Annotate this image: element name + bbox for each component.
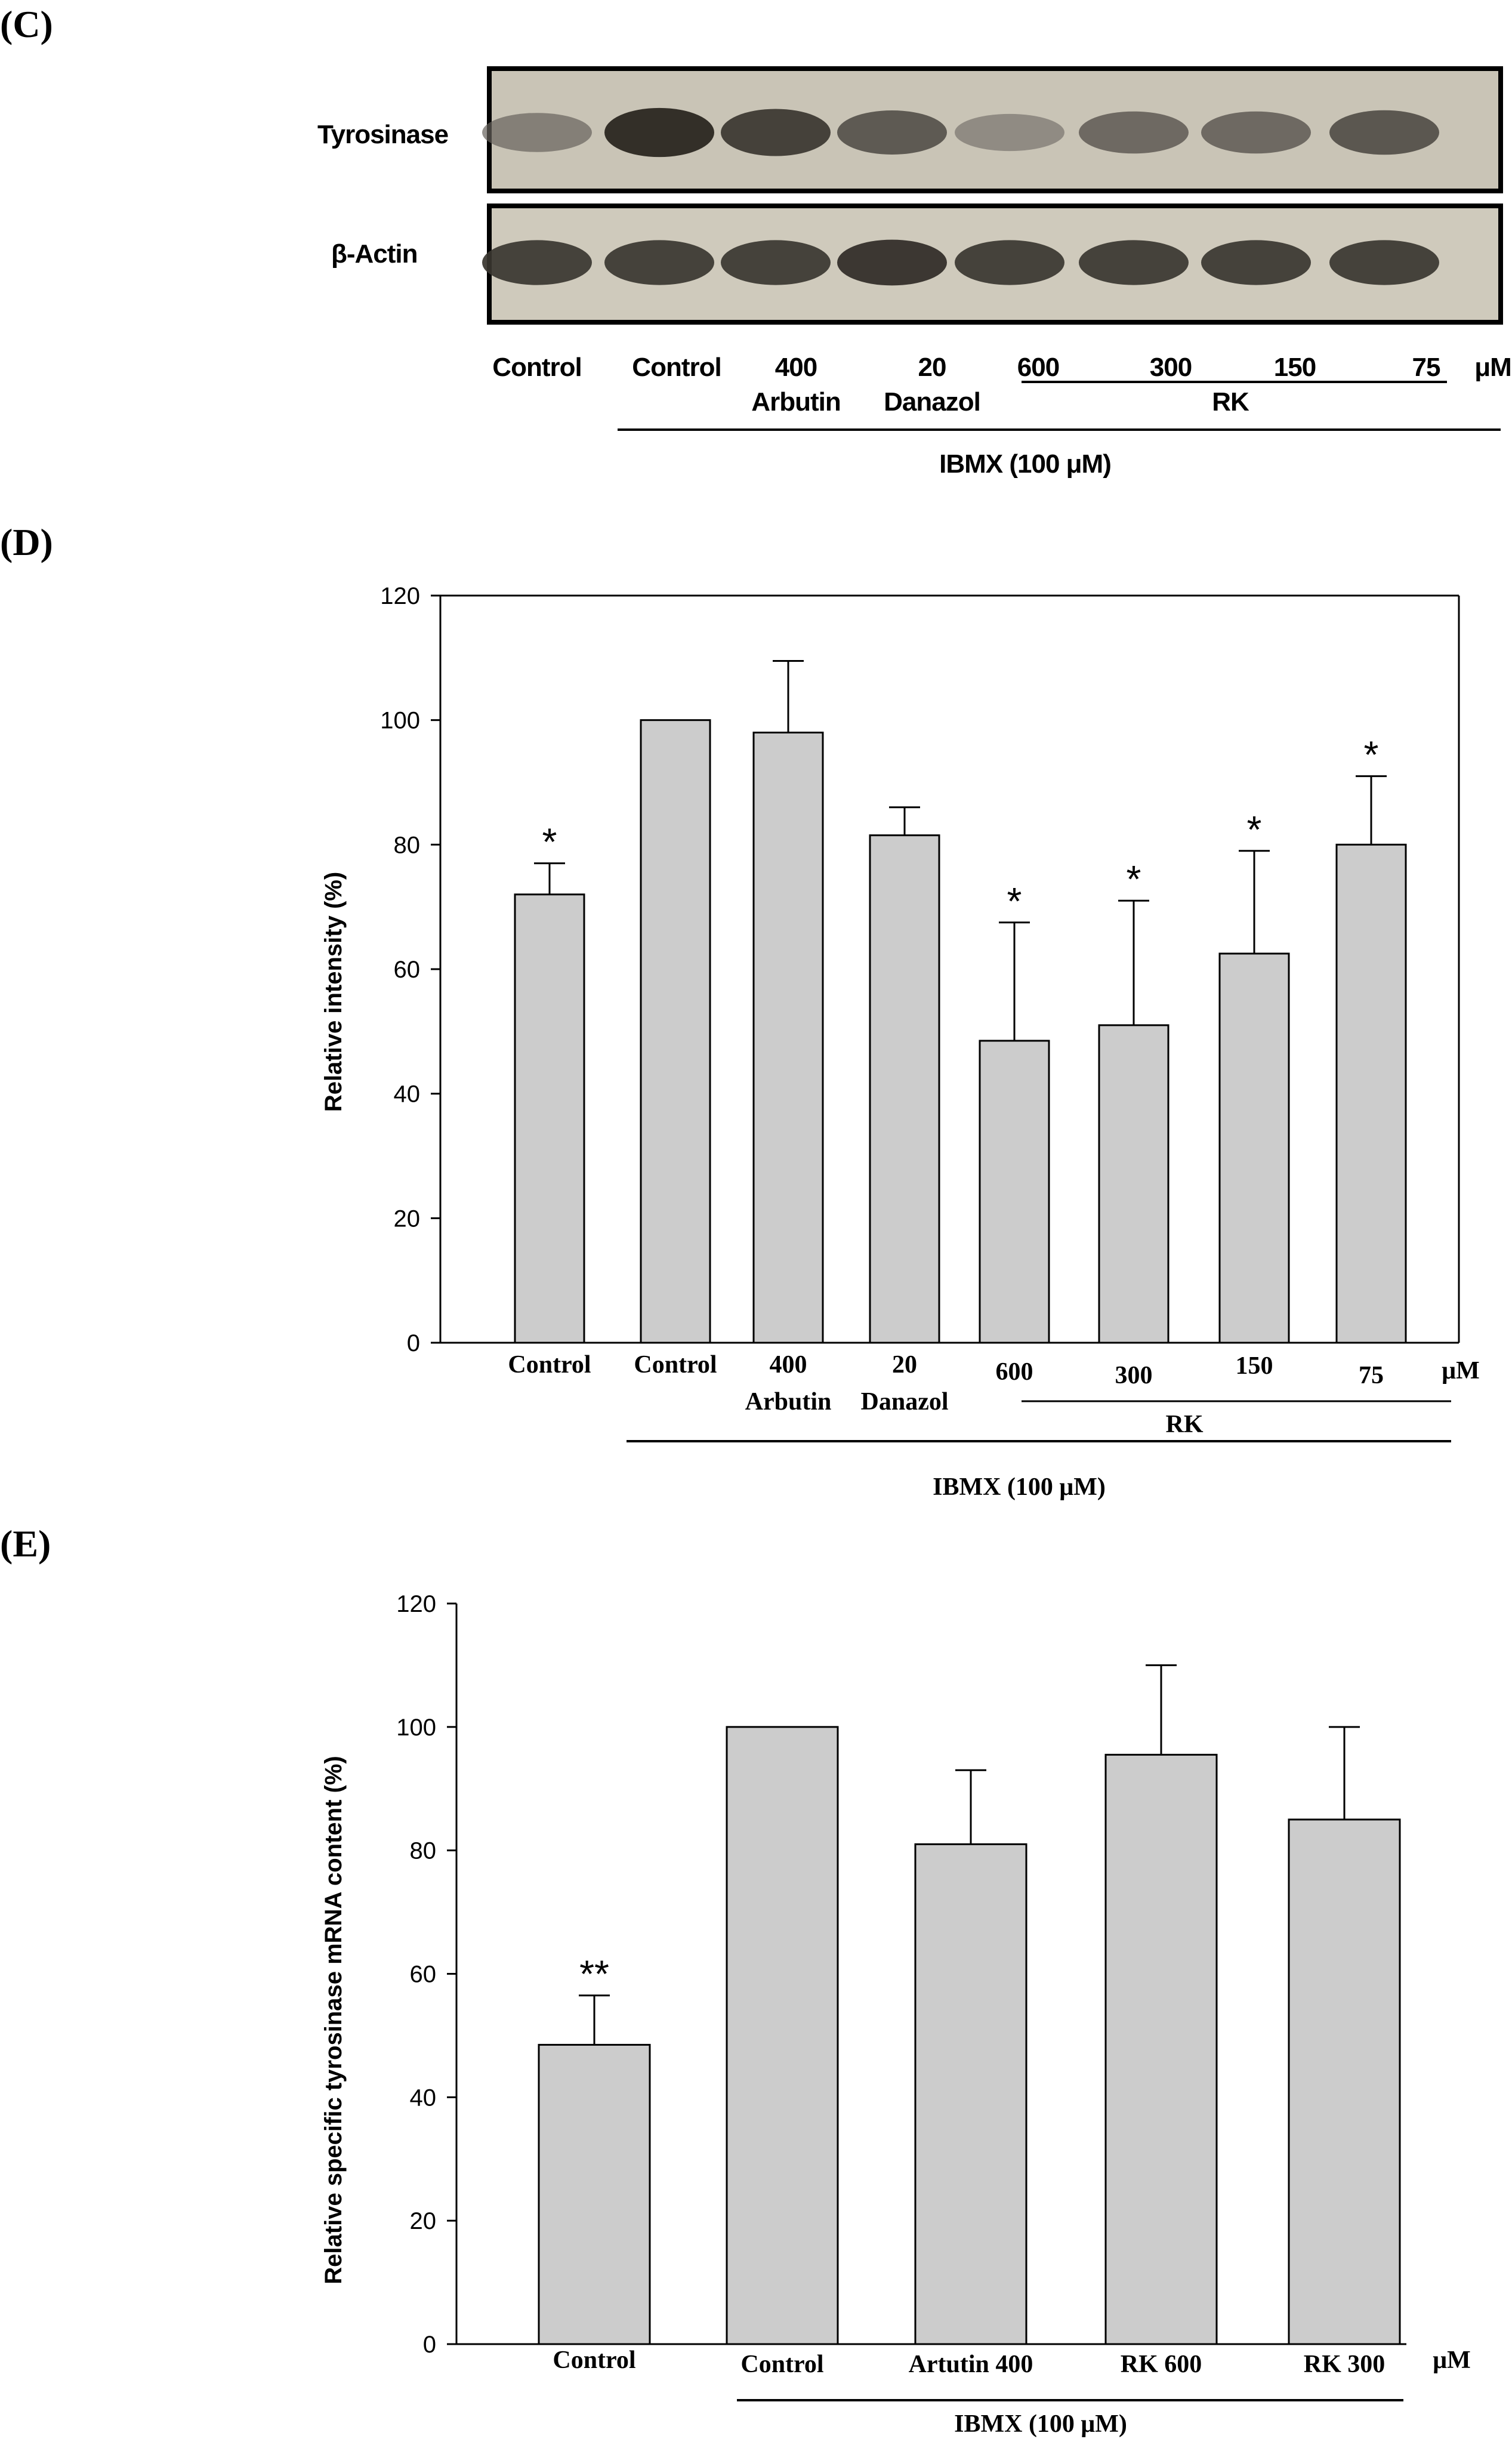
chart-d-ibmx-label: IBMX (100 μM) (933, 1473, 1106, 1501)
blot-lane-4-sublabel: Danazol (884, 387, 980, 417)
blot-lane-7-label: 150 (1274, 353, 1316, 382)
y-tick-label: 40 (394, 1081, 421, 1108)
x-tick-label: Artutin 400 (909, 2351, 1033, 2378)
blot-band (721, 109, 831, 156)
blot-band (1201, 111, 1311, 154)
actin-bands (482, 239, 1439, 286)
y-tick-label: 60 (410, 1962, 437, 1988)
x-tick-label: Control (553, 2347, 635, 2374)
panel-c-label: (C) (0, 3, 53, 45)
bar (514, 893, 585, 1344)
blot-band (955, 113, 1064, 152)
y-tick-label: 100 (396, 1715, 436, 1741)
chart-e-ibmx-label: IBMX (100 μM) (954, 2410, 1127, 2438)
x-tick-label: Danazol (861, 1388, 949, 1416)
blot-lane-4-label: 20 (918, 353, 946, 382)
blot-row-label-tyrosinase: Tyrosinase (317, 120, 448, 149)
blot-ibmx-label: IBMX (100 μM) (939, 449, 1111, 479)
significance-marker: * (542, 821, 557, 864)
blot-unit-label: μM (1474, 353, 1511, 382)
chart-e: Relative specific tyrosinase mRNA conten… (320, 1591, 1471, 2438)
blot-lane-3-sublabel: Arbutin (751, 387, 840, 417)
x-tick-label: 150 (1236, 1352, 1273, 1380)
significance-marker: * (1364, 733, 1379, 776)
x-tick-label: 300 (1115, 1362, 1153, 1389)
x-tick-label: 20 (892, 1351, 917, 1379)
y-tick-label: 80 (410, 1838, 437, 1864)
bar (640, 719, 711, 1344)
bar (538, 2043, 651, 2345)
chart-e-unit-label: μM (1433, 2347, 1470, 2374)
panel-e-label: (E) (0, 1522, 51, 1565)
y-tick-label: 20 (394, 1205, 421, 1232)
y-tick-label: 60 (394, 957, 421, 983)
chart-d-unit-label: μM (1442, 1357, 1479, 1385)
bar (979, 1040, 1050, 1344)
blot-band (955, 240, 1064, 285)
x-tick-label: Control (508, 1351, 591, 1379)
x-tick-label: Control (634, 1351, 717, 1379)
bar (869, 834, 940, 1344)
significance-marker: * (1127, 858, 1141, 901)
x-tick-label: 75 (1359, 1362, 1384, 1389)
blot-band (837, 239, 947, 286)
x-tick-label: Arbutin (745, 1388, 832, 1416)
y-tick-label: 120 (396, 1591, 436, 1617)
bar (1288, 1818, 1401, 2345)
blot-band (1079, 240, 1189, 285)
bar (914, 1843, 1027, 2345)
chart-d-y-axis-label: Relative intensity (%) (320, 872, 347, 1112)
x-tick-label: 400 (770, 1351, 807, 1379)
blot-band (837, 110, 947, 155)
blot-lane-2-label: Control (632, 353, 721, 382)
chart-d: Relative intensity (%) μM RK IBMX (100 μ… (320, 583, 1480, 1501)
significance-marker: * (1007, 880, 1022, 923)
bar (1104, 1753, 1218, 2345)
bar (1218, 952, 1290, 1344)
chart-d-rk-label: RK (1166, 1411, 1204, 1438)
blot-lane-5-label: 600 (1017, 353, 1059, 382)
blot-band (604, 107, 714, 158)
significance-marker: * (1247, 808, 1262, 851)
blot-lane-labels: Control Control 400 Arbutin 20 Danazol 6… (492, 353, 1511, 417)
bar (1335, 843, 1407, 1344)
blot-row-label-actin: β-Actin (331, 239, 418, 269)
panel-d-label: (D) (0, 521, 53, 563)
bar (1098, 1024, 1170, 1344)
blot-lane-8-label: 75 (1412, 353, 1440, 382)
tyrosinase-bands (482, 107, 1439, 158)
chart-e-y-axis-label: Relative specific tyrosinase mRNA conten… (320, 1756, 347, 2284)
y-tick-label: 120 (380, 583, 420, 609)
blot-band (1329, 110, 1439, 155)
blot-band (1079, 111, 1189, 154)
x-tick-label: RK 300 (1304, 2351, 1386, 2378)
blot-rk-label: RK (1212, 387, 1249, 417)
y-tick-label: 20 (410, 2208, 437, 2234)
significance-marker: ** (579, 1953, 609, 1996)
y-tick-label: 0 (423, 2332, 436, 2358)
y-tick-label: 100 (380, 708, 420, 734)
x-tick-label: RK 600 (1121, 2351, 1202, 2378)
blot-band (721, 240, 831, 285)
blot-lane-1-label: Control (492, 353, 581, 382)
blot-band (482, 113, 592, 152)
blot-lane-3-label: 400 (775, 353, 817, 382)
blot-lane-6-label: 300 (1150, 353, 1192, 382)
blot-band (1329, 240, 1439, 285)
western-blot (482, 66, 1503, 325)
blot-band (604, 240, 714, 285)
blot-band (1201, 240, 1311, 285)
y-tick-label: 80 (394, 832, 421, 858)
x-tick-label: Control (740, 2351, 823, 2378)
bar (726, 1726, 839, 2345)
y-tick-label: 0 (407, 1330, 420, 1356)
x-tick-label: 600 (996, 1358, 1033, 1386)
y-tick-label: 40 (410, 2085, 437, 2111)
blot-band (482, 240, 592, 285)
bar (752, 732, 824, 1344)
